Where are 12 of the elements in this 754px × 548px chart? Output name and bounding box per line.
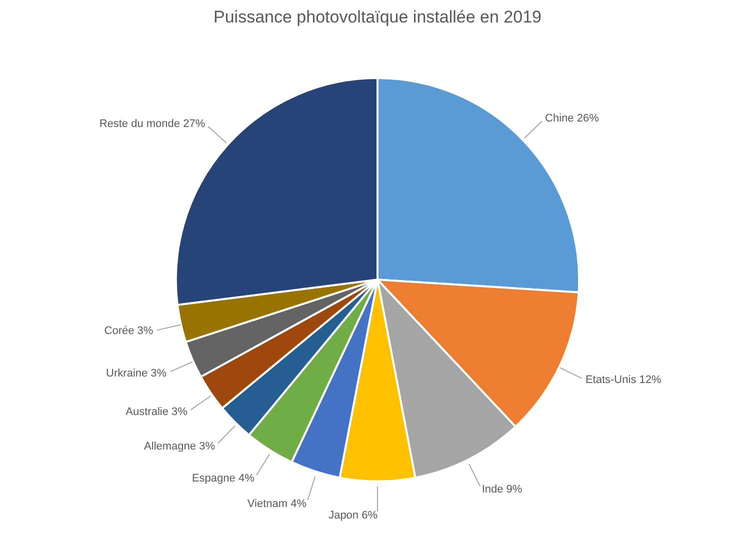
slice-label: Chine 26% bbox=[545, 112, 600, 124]
slice-label: Corée 3% bbox=[104, 325, 154, 338]
chart-title: Puissance photovoltaïque installée en 2019 bbox=[214, 8, 542, 26]
slice-label: Vietnam 4% bbox=[247, 498, 307, 510]
slice-label: Allemagne 3% bbox=[144, 440, 216, 452]
slice-label: Inde 9% bbox=[482, 484, 522, 496]
slice-label: Urkraine 3% bbox=[106, 367, 167, 380]
slice-label: Espagne 4% bbox=[192, 472, 255, 485]
slice-label: Japon 6% bbox=[328, 509, 378, 522]
slice-label: Etats-Unis 12% bbox=[585, 374, 662, 386]
slice-label: Australie 3% bbox=[126, 406, 188, 418]
slice-label: Reste du monde 27% bbox=[99, 118, 206, 130]
